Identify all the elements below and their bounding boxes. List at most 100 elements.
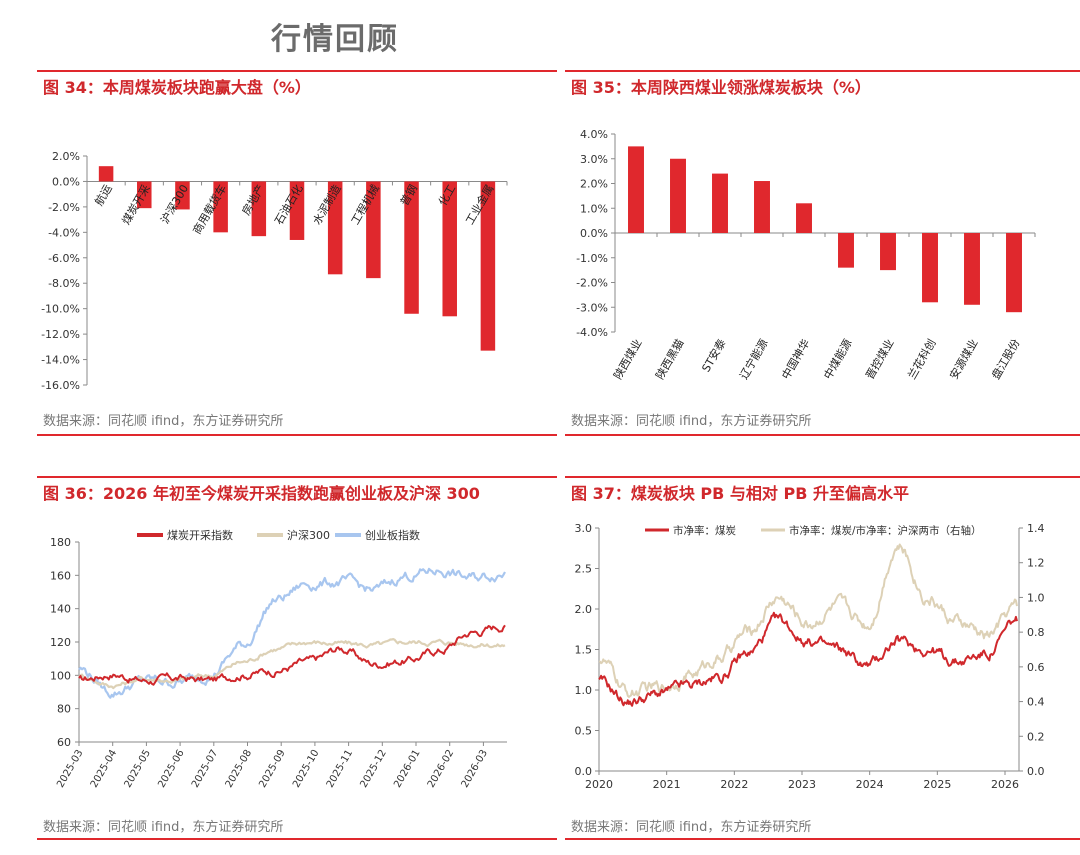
y-tick-label: 60 — [57, 736, 71, 749]
legend-label: 沪深300 — [287, 528, 330, 542]
x-tick-label: 2025-05 — [123, 748, 153, 790]
data-source-note: 数据来源：同花顺 ifind，东方证券研究所 — [43, 414, 284, 429]
x-category-label: 航运 — [92, 182, 115, 208]
left-y-tick-label: 0.5 — [575, 725, 593, 738]
y-tick-label: 0.0% — [52, 175, 80, 188]
panel-top-rule — [565, 476, 1080, 478]
data-source-note: 数据来源：同花顺 ifind，东方证券研究所 — [571, 414, 812, 429]
x-tick-label: 2026 — [991, 778, 1019, 791]
x-tick-label: 2025-06 — [156, 748, 186, 790]
y-tick-label: 4.0% — [580, 128, 608, 141]
y-tick-label: 120 — [50, 636, 71, 649]
y-tick-label: -3.0% — [576, 301, 608, 314]
bar-陕西煤业 — [628, 146, 644, 233]
x-tick-label: 2025-11 — [325, 748, 355, 790]
right-y-tick-label: 0.2 — [1027, 730, 1045, 743]
bar-兰花科创 — [922, 233, 938, 303]
x-tick-label: 2025-10 — [291, 748, 321, 790]
bar-水泥制造 — [327, 181, 343, 275]
left-y-tick-label: 1.0 — [575, 684, 593, 697]
data-source-note: 数据来源：同花顺 ifind，东方证券研究所 — [43, 820, 284, 835]
bar-chart-35: 4.0% 3.0% 2.0% 1.0% 0.0% -1.0% -2.0% -3.0% -4.0%… — [576, 128, 1036, 382]
x-tick-label: 2023 — [788, 778, 816, 791]
bar-陕西黑猫 — [670, 158, 686, 233]
bar-商用载货车 — [213, 181, 228, 233]
y-tick-label: -4.0% — [576, 326, 608, 339]
bar-普钢 — [404, 181, 419, 314]
bar-航运 — [98, 166, 114, 182]
chart-title: 图 37：煤炭板块 PB 与相对 PB 升至偏高水平 — [571, 484, 909, 503]
y-tick-label: 1.0% — [580, 202, 608, 215]
x-tick-label: 2026-02 — [426, 748, 456, 790]
bar-中煤能源 — [838, 233, 854, 268]
right-y-tick-label: 0.6 — [1027, 661, 1045, 674]
bar-中国神华 — [796, 203, 812, 233]
x-category-label: ST安泰 — [699, 337, 729, 375]
chart-title: 图 35：本周陕西煤业领涨煤炭板块（%） — [571, 78, 871, 97]
legend-label: 市净率：煤炭/市净率：沪深两市（右轴） — [789, 524, 982, 537]
left-y-tick-label: 2.5 — [575, 563, 593, 576]
x-tick-label: 2022 — [720, 778, 748, 791]
y-tick-label: 3.0% — [580, 153, 608, 166]
y-tick-label: -12.0% — [41, 328, 80, 341]
left-y-tick-label: 2.0 — [575, 603, 593, 616]
legend-label: 市净率：煤炭 — [673, 524, 736, 537]
y-tick-label: 160 — [50, 569, 71, 582]
y-tick-label: -8.0% — [48, 277, 80, 290]
series-line-煤炭开采指数 — [78, 624, 506, 686]
bar-沪深300 — [175, 181, 190, 210]
x-tick-label: 2025-08 — [224, 748, 254, 790]
x-tick-label: 2026-03 — [460, 748, 490, 790]
y-tick-label: 0.0% — [580, 227, 608, 240]
bar-工业金属 — [480, 181, 496, 351]
x-category-label: 陕西煤业 — [610, 337, 644, 382]
panel-top-rule — [37, 476, 557, 478]
x-category-label: 中国神华 — [778, 337, 812, 382]
y-tick-label: -2.0% — [48, 201, 80, 214]
right-y-tick-label: 1.2 — [1027, 557, 1045, 570]
y-tick-label: -10.0% — [41, 303, 80, 316]
bar-安源煤业 — [964, 233, 980, 305]
x-tick-label: 2024 — [856, 778, 884, 791]
panel-bottom-rule — [565, 434, 1080, 436]
y-tick-label: -14.0% — [41, 354, 80, 367]
bar-ST安泰 — [712, 173, 728, 233]
y-tick-label: -1.0% — [576, 252, 608, 265]
x-tick-label: 2025-03 — [55, 748, 85, 790]
y-tick-label: 2.0% — [52, 150, 80, 163]
series-line-创业板指数 — [78, 567, 506, 699]
page-title: 行情回顾 — [271, 22, 399, 57]
y-tick-label: 180 — [50, 536, 71, 549]
series-line-沪深300 — [78, 638, 506, 690]
right-y-tick-label: 1.0 — [1027, 591, 1045, 604]
chart-title: 图 34：本周煤炭板块跑赢大盘（%） — [43, 78, 311, 97]
legend-label: 创业板指数 — [365, 528, 420, 542]
x-tick-label: 2020 — [585, 778, 613, 791]
right-y-tick-label: 0.4 — [1027, 696, 1045, 709]
bar-化工 — [442, 181, 457, 317]
x-category-label: 盘江股份 — [988, 337, 1022, 382]
x-tick-label: 2025-12 — [358, 748, 388, 790]
x-category-label: 中煤能源 — [820, 337, 854, 382]
bar-chart-34: 2.0% 0.0% -2.0% -4.0% -6.0% -8.0% -10.0% -12.0%… — [41, 150, 508, 392]
y-tick-label: -2.0% — [576, 277, 608, 290]
bar-房地产 — [251, 181, 267, 237]
x-tick-label: 2025-07 — [190, 748, 220, 790]
series-line-市净率：煤炭/市净率：沪深两市（右轴） — [598, 543, 1018, 698]
bar-辽宁能源 — [754, 181, 770, 233]
line-chart-37: 0.0 0.5 1.0 1.5 2.0 2.5 3.0 0.0 0.2 0.4 0.6 0.8 1.0 1… — [575, 522, 1045, 791]
panel-bottom-rule — [565, 838, 1080, 840]
chart-panel-34: 图 34：本周煤炭板块跑赢大盘（%） 2.0% 0.0% -2.0% -4.0% -6.… — [37, 70, 557, 440]
x-tick-label: 2021 — [653, 778, 681, 791]
panel-bottom-rule — [37, 434, 557, 436]
chart-title: 图 36：2026 年初至今煤炭开采指数跑赢创业板及沪深 300 — [43, 484, 480, 503]
panel-top-rule — [37, 70, 557, 72]
chart-panel-36: 图 36：2026 年初至今煤炭开采指数跑赢创业板及沪深 300 60 80 100… — [37, 476, 557, 846]
panel-bottom-rule — [37, 838, 557, 840]
right-y-tick-label: 0.8 — [1027, 626, 1045, 639]
data-source-note: 数据来源：同花顺 ifind，东方证券研究所 — [571, 820, 812, 835]
bar-晋控煤业 — [880, 233, 896, 271]
y-tick-label: -4.0% — [48, 226, 80, 239]
right-y-tick-label: 1.4 — [1027, 522, 1045, 535]
line-chart-36: 60 80 100 120 140 160 180 2025-03 2025-04 2025-05… — [50, 528, 507, 790]
